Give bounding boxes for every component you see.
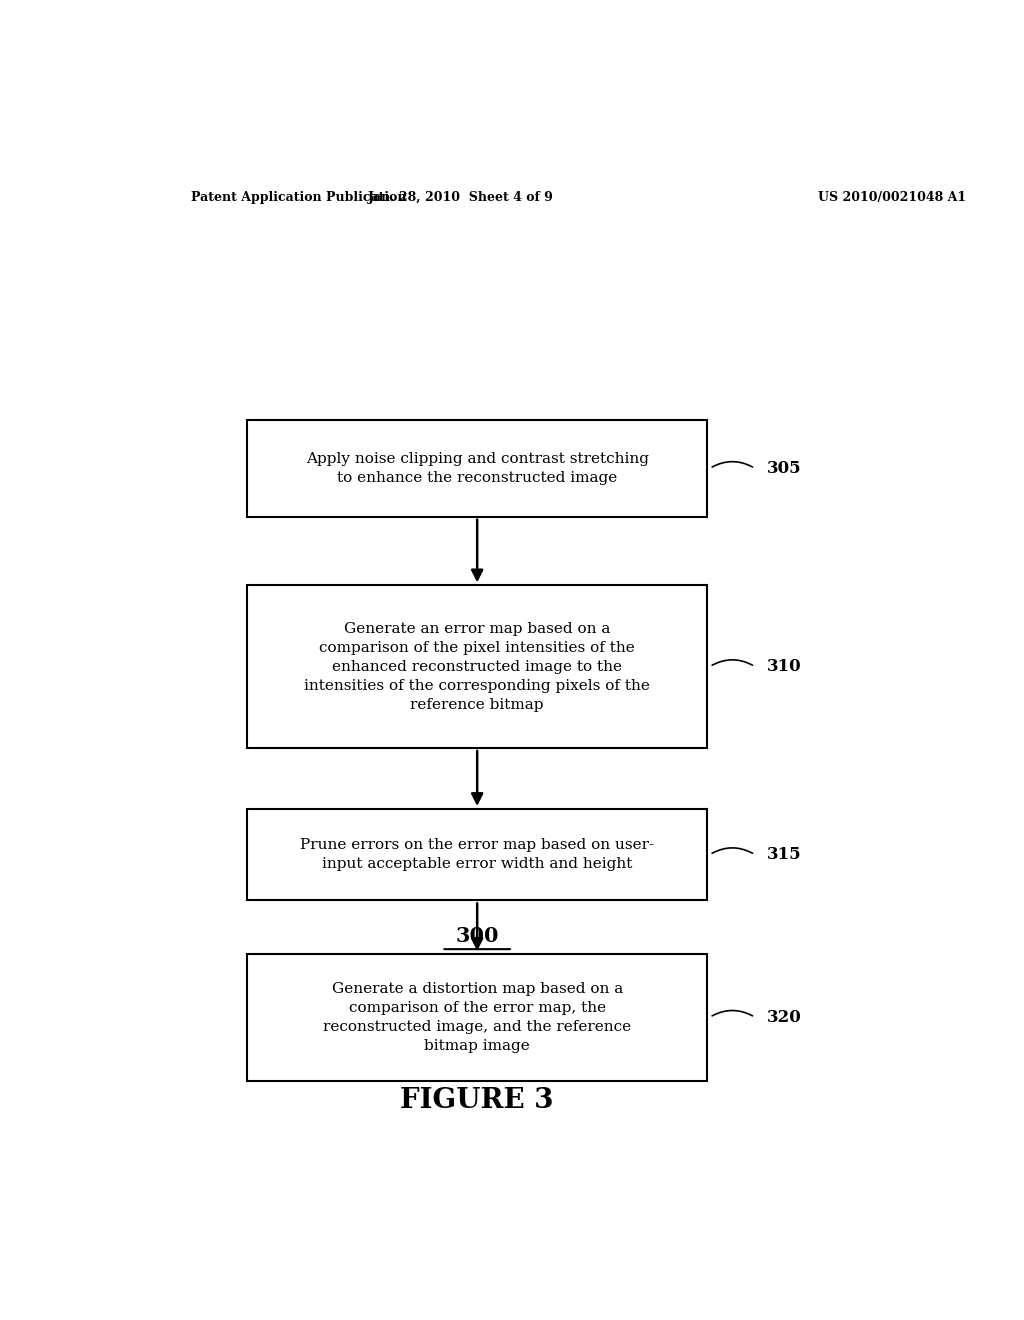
Text: Prune errors on the error map based on user-
input acceptable error width and he: Prune errors on the error map based on u… — [300, 838, 654, 871]
Text: 315: 315 — [767, 846, 802, 863]
FancyBboxPatch shape — [247, 420, 708, 516]
Text: FIGURE 3: FIGURE 3 — [400, 1088, 554, 1114]
FancyBboxPatch shape — [247, 809, 708, 900]
Text: Jan. 28, 2010  Sheet 4 of 9: Jan. 28, 2010 Sheet 4 of 9 — [369, 190, 554, 203]
FancyBboxPatch shape — [247, 585, 708, 748]
Text: Apply noise clipping and contrast stretching
to enhance the reconstructed image: Apply noise clipping and contrast stretc… — [306, 451, 648, 484]
Text: 320: 320 — [767, 1008, 802, 1026]
FancyBboxPatch shape — [247, 954, 708, 1081]
Text: 310: 310 — [767, 659, 802, 675]
Text: Patent Application Publication: Patent Application Publication — [191, 190, 407, 203]
Text: 305: 305 — [767, 459, 802, 477]
Text: US 2010/0021048 A1: US 2010/0021048 A1 — [818, 190, 967, 203]
Text: Generate an error map based on a
comparison of the pixel intensities of the
enha: Generate an error map based on a compari… — [304, 622, 650, 711]
Text: Generate a distortion map based on a
comparison of the error map, the
reconstruc: Generate a distortion map based on a com… — [324, 982, 631, 1052]
Text: 300: 300 — [456, 925, 499, 946]
